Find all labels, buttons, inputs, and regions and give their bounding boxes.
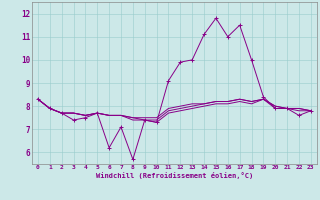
X-axis label: Windchill (Refroidissement éolien,°C): Windchill (Refroidissement éolien,°C) (96, 172, 253, 179)
